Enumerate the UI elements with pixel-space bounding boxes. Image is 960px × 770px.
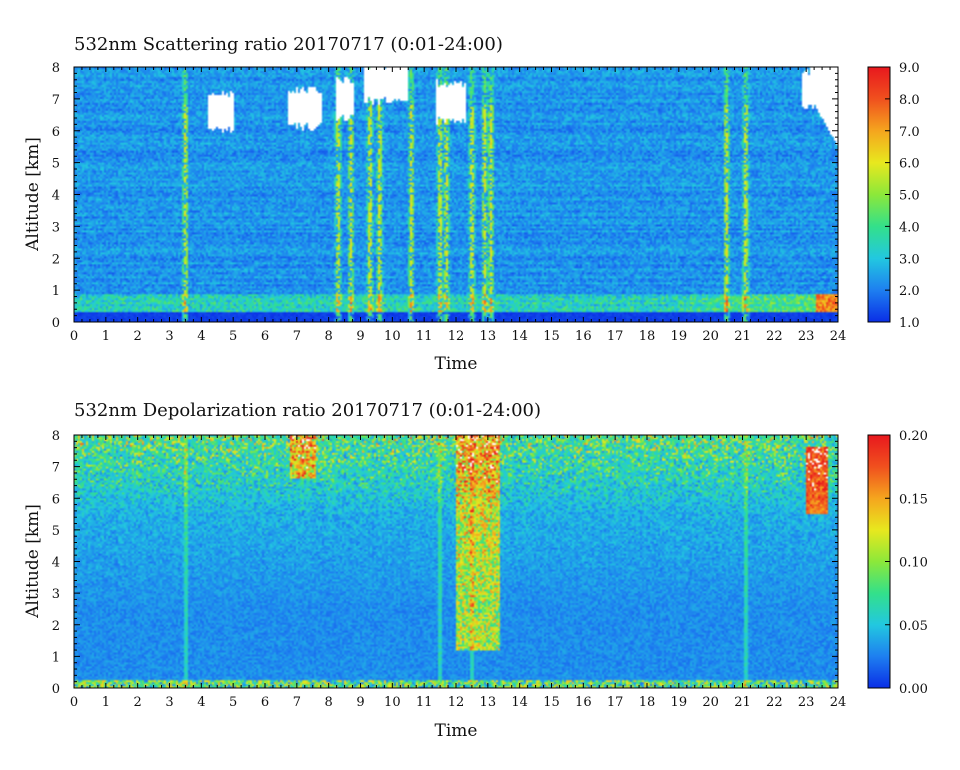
y-tick-label: 3	[52, 587, 60, 602]
colorbar-tick-label: 3.0	[899, 252, 920, 267]
x-tick-label: 19	[671, 329, 688, 344]
x-tick-label: 11	[416, 695, 433, 710]
x-tick-label: 1	[102, 329, 110, 344]
y-tick-label: 0	[52, 682, 60, 697]
y-tick-label: 8	[52, 61, 60, 76]
x-tick-label: 19	[671, 695, 688, 710]
colorbar-tick-label: 2.0	[899, 284, 920, 299]
x-tick-label: 3	[165, 695, 173, 710]
x-tick-label: 5	[229, 695, 237, 710]
x-tick-label: 1	[102, 695, 110, 710]
scattering-ratio-panel: 532nm Scattering ratio 20170717 (0:01-24…	[23, 34, 920, 374]
y-tick-label: 5	[52, 524, 60, 539]
x-tick-label: 10	[384, 695, 401, 710]
y-tick-label: 2	[52, 619, 60, 634]
colorbar-tick-label: 8.0	[899, 93, 920, 108]
x-tick-label: 16	[575, 695, 592, 710]
x-tick-label: 4	[197, 329, 205, 344]
x-tick-label: 9	[356, 695, 364, 710]
x-tick-label: 23	[798, 329, 815, 344]
x-tick-label: 7	[293, 329, 301, 344]
x-tick-label: 21	[734, 695, 751, 710]
x-tick-label: 11	[416, 329, 433, 344]
heatmap-image	[74, 435, 838, 688]
colorbar-tick-label: 0.00	[899, 682, 928, 697]
x-tick-label: 18	[639, 329, 656, 344]
y-tick-label: 6	[52, 125, 60, 140]
y-tick-label: 0	[52, 316, 60, 331]
colorbar-tick-label: 0.20	[899, 429, 928, 444]
y-axis-label: Altitude [km]	[23, 504, 43, 619]
x-tick-label: 12	[448, 695, 465, 710]
x-tick-label: 14	[511, 329, 528, 344]
x-tick-label: 7	[293, 695, 301, 710]
x-tick-label: 15	[543, 695, 560, 710]
x-tick-label: 8	[325, 695, 333, 710]
chart-title: 532nm Scattering ratio 20170717 (0:01-24…	[74, 34, 503, 55]
colorbar-tick-label: 0.05	[899, 619, 928, 634]
colorbar-tick-label: 1.0	[899, 316, 920, 331]
y-tick-label: 2	[52, 252, 60, 267]
x-tick-label: 15	[543, 329, 560, 344]
x-tick-label: 23	[798, 695, 815, 710]
x-tick-label: 13	[480, 695, 497, 710]
x-tick-label: 24	[830, 695, 847, 710]
x-tick-label: 24	[830, 329, 847, 344]
x-tick-label: 0	[70, 329, 78, 344]
x-tick-label: 2	[134, 329, 142, 344]
colorbar-tick-label: 4.0	[899, 220, 920, 235]
chart-title: 532nm Depolarization ratio 20170717 (0:0…	[74, 400, 541, 421]
y-tick-label: 8	[52, 429, 60, 444]
x-axis-label: Time	[435, 354, 478, 374]
x-tick-label: 22	[766, 329, 783, 344]
y-tick-label: 6	[52, 492, 60, 507]
x-tick-label: 0	[70, 695, 78, 710]
x-axis-label: Time	[435, 721, 478, 741]
colorbar-tick-label: 7.0	[899, 125, 920, 140]
x-tick-label: 17	[607, 695, 624, 710]
x-tick-label: 5	[229, 329, 237, 344]
colorbar-tick-label: 0.15	[899, 492, 928, 507]
x-tick-label: 10	[384, 329, 401, 344]
x-tick-label: 16	[575, 329, 592, 344]
colorbar-tick-label: 5.0	[899, 189, 920, 204]
x-tick-label: 14	[511, 695, 528, 710]
y-axis-label: Altitude [km]	[23, 137, 43, 252]
heatmap-image	[74, 67, 838, 322]
x-tick-label: 13	[480, 329, 497, 344]
x-tick-label: 22	[766, 695, 783, 710]
depolarization-ratio-panel: 532nm Depolarization ratio 20170717 (0:0…	[23, 400, 928, 741]
x-tick-label: 20	[702, 329, 719, 344]
colorbar-tick-label: 9.0	[899, 61, 920, 76]
x-tick-label: 18	[639, 695, 656, 710]
y-tick-label: 7	[52, 93, 60, 108]
x-tick-label: 12	[448, 329, 465, 344]
y-tick-label: 1	[52, 650, 60, 665]
x-tick-label: 3	[165, 329, 173, 344]
x-tick-label: 6	[261, 695, 269, 710]
y-tick-label: 7	[52, 461, 60, 476]
y-tick-label: 5	[52, 157, 60, 172]
x-tick-label: 21	[734, 329, 751, 344]
colorbar-tick-label: 0.10	[899, 556, 928, 571]
x-tick-label: 8	[325, 329, 333, 344]
x-tick-label: 6	[261, 329, 269, 344]
x-tick-label: 2	[134, 695, 142, 710]
x-tick-label: 20	[702, 695, 719, 710]
y-tick-label: 4	[52, 556, 60, 571]
y-tick-label: 4	[52, 189, 60, 204]
y-tick-label: 1	[52, 284, 60, 299]
x-tick-label: 4	[197, 695, 205, 710]
y-tick-label: 3	[52, 220, 60, 235]
x-tick-label: 17	[607, 329, 624, 344]
colorbar-tick-label: 6.0	[899, 157, 920, 172]
x-tick-label: 9	[356, 329, 364, 344]
